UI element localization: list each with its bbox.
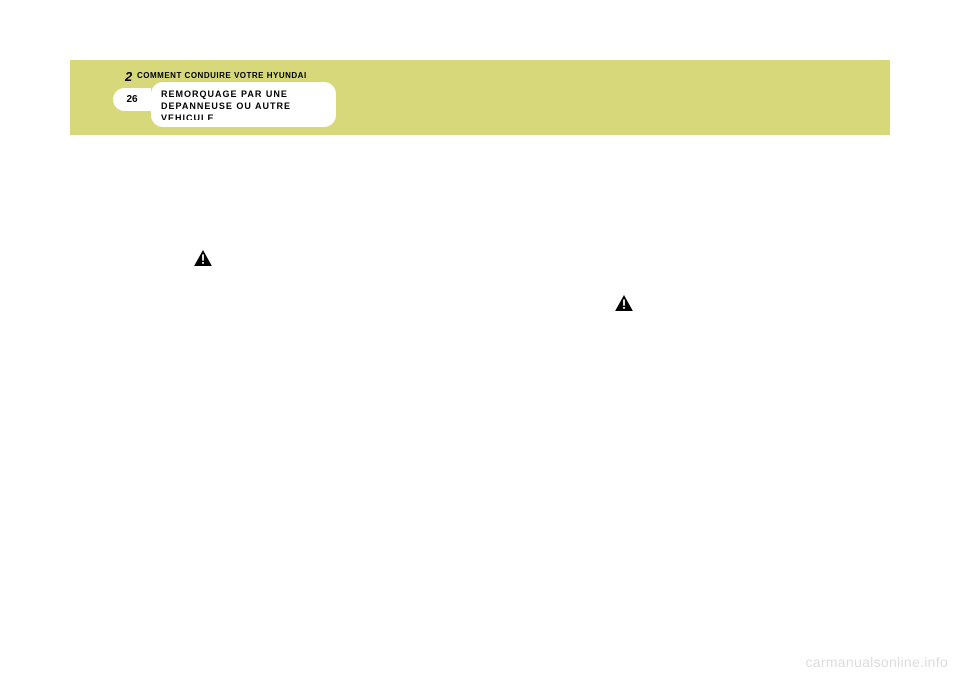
page-number: 26 (126, 94, 137, 105)
chapter-number: 2 (125, 69, 132, 84)
header-band: 2 COMMENT CONDUIRE VOTRE HYUNDAI 26 REMO… (70, 60, 890, 135)
page-number-pill: 26 (113, 88, 151, 111)
warning-triangle-icon (194, 250, 212, 266)
manual-page: 2 COMMENT CONDUIRE VOTRE HYUNDAI 26 REMO… (70, 60, 890, 620)
section-title-pill: REMORQUAGE PAR UNE DEPANNEUSE OU AUTRE V… (151, 82, 336, 127)
watermark-text: carmanualsonline.info (806, 654, 949, 670)
section-title-line3: VEHICULE (161, 113, 326, 120)
content-area (70, 135, 890, 615)
warning-triangle-icon (615, 295, 633, 311)
section-title-line1: REMORQUAGE PAR UNE (161, 89, 326, 101)
chapter-title: COMMENT CONDUIRE VOTRE HYUNDAI (137, 71, 307, 80)
section-title-line2: DEPANNEUSE OU AUTRE (161, 101, 326, 113)
